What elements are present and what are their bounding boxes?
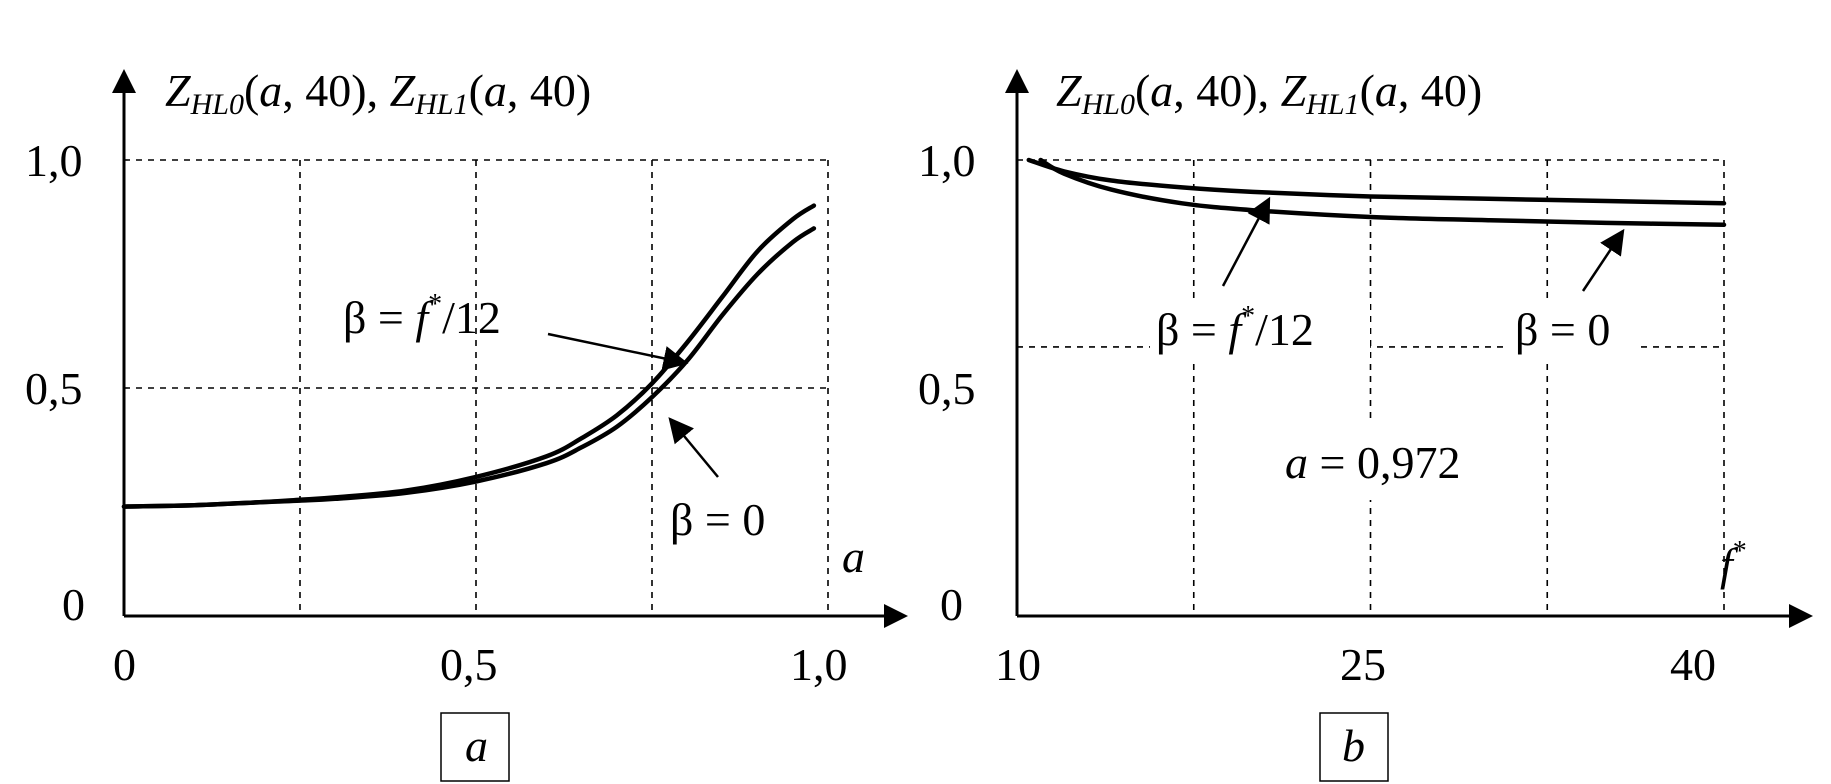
panel-b-grid [1017, 159, 1725, 616]
panel-b-series-1 [1038, 157, 1727, 228]
panel-b-x-label: f* [1720, 536, 1747, 590]
panel-a-annotation-beta-f: β = f*/12 [343, 289, 501, 343]
panel-b-ytick-0.5: 0,5 [918, 363, 976, 414]
panel-a-grid [124, 159, 829, 616]
panel-a-ytick-0: 0 [62, 579, 85, 630]
panel-b-pointer-beta-0 [1581, 228, 1625, 292]
panel-b-label-mask-3 [1265, 420, 1505, 500]
panel-a-series-0 [121, 203, 817, 509]
panel-a-annotation-beta-0: β = 0 [670, 494, 765, 545]
panel-a-curves [121, 203, 817, 509]
panel-b-pointer-beta-f [1221, 196, 1271, 287]
panel-a-ytick-0.5: 0,5 [25, 363, 83, 414]
panel-b-xtick-25: 25 [1340, 639, 1386, 690]
panel-b-ytick-0: 0 [940, 579, 963, 630]
panel-a-pointer-beta-0 [668, 417, 719, 478]
panel-a-x-label: a [842, 531, 865, 582]
panel-b-label-box [1319, 712, 1389, 782]
panel-a-series-1 [121, 226, 817, 509]
panel-b-curves [1026, 157, 1727, 228]
panel-a-ytick-1: 1,0 [25, 135, 83, 186]
panel-a-label-box [440, 712, 510, 782]
panel-a-xtick-0: 0 [113, 639, 136, 690]
panel-a-xtick-1: 1,0 [790, 639, 848, 690]
panel-b-label-mask-2 [1505, 300, 1637, 360]
panel-a-title: ZHL0(a, 40), ZHL1(a, 40) [165, 65, 591, 121]
panel-b-annotation-a: a = 0,972 [1285, 437, 1460, 488]
panel-a-pointer-beta-f [547, 332, 689, 371]
panel-b-xtick-40: 40 [1670, 639, 1716, 690]
panel-a-label: a [465, 720, 488, 771]
panel-b-annotation-beta-0: β = 0 [1515, 304, 1610, 355]
panel-b-ytick-1: 1,0 [918, 135, 976, 186]
panel-b-label: b [1342, 720, 1365, 771]
panel-b-series-0 [1026, 157, 1727, 206]
panel-b-title: ZHL0(a, 40), ZHL1(a, 40) [1056, 65, 1482, 121]
panel-a-xtick-0.5: 0,5 [440, 639, 498, 690]
panel-b: ZHL0(a, 40), ZHL1(a, 40) 1,0 0,5 0 10 25… [918, 65, 1813, 782]
panel-b-annotation-beta-f: β = f*/12 [1156, 301, 1314, 355]
panel-b-label-mask-1 [1150, 300, 1370, 360]
panel-a: ZHL0(a, 40), ZHL1(a, 40) 1,0 0,5 0 0 0,5… [25, 65, 908, 782]
panel-b-xtick-10: 10 [995, 639, 1041, 690]
